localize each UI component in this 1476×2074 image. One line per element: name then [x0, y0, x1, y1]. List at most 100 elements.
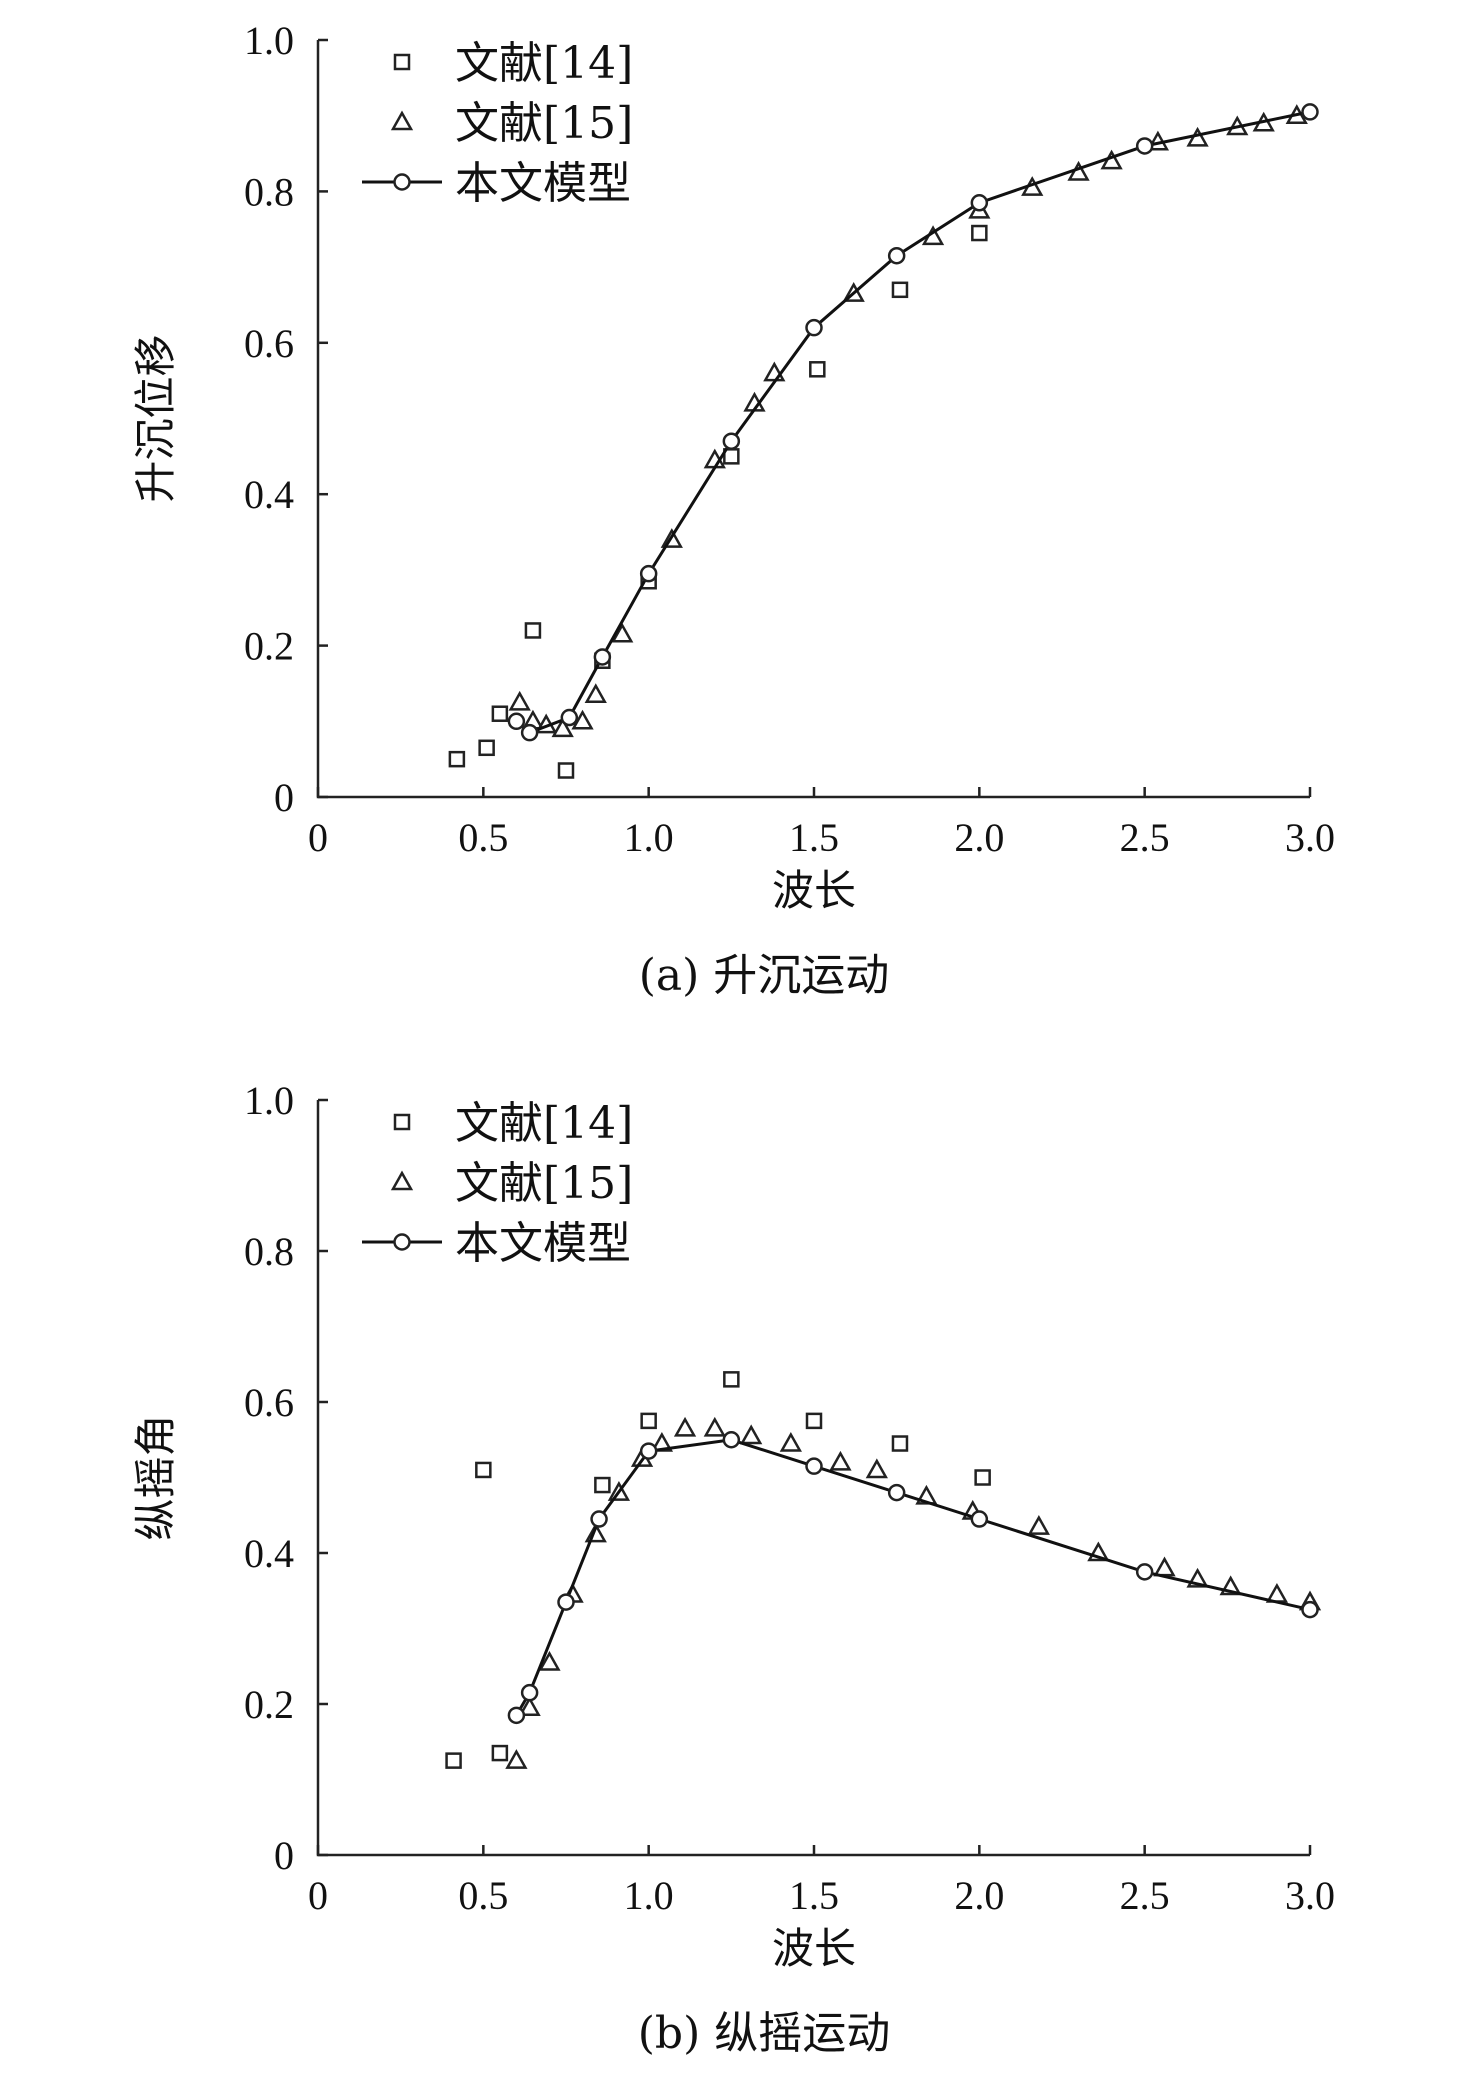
x-tick-label: 1.0	[624, 1873, 674, 1918]
data-point-square	[524, 622, 542, 639]
data-point-circle	[557, 1593, 575, 1611]
data-point-circle	[970, 194, 989, 212]
data-point-triangle	[865, 1458, 888, 1479]
legend-marker-triangle	[390, 1170, 414, 1191]
x-tick-label: 1.0	[624, 815, 674, 860]
legend-marker-triangle	[390, 110, 414, 131]
data-point-square	[557, 762, 575, 779]
data-point-circle	[639, 1442, 658, 1460]
data-point-triangle	[829, 1450, 852, 1471]
data-point-circle	[1135, 1563, 1154, 1581]
x-tick-label: 0	[308, 815, 328, 860]
y-tick-label: 0.2	[244, 624, 294, 669]
data-point-square	[445, 1752, 462, 1769]
axes-frame	[316, 1100, 1310, 1857]
data-point-circle	[1301, 103, 1319, 121]
data-point-circle	[639, 564, 658, 583]
data-point-circle	[507, 712, 526, 731]
data-point-square	[475, 1461, 492, 1479]
x-tick-label: 2.5	[1120, 815, 1170, 860]
y-tick-label: 0	[274, 775, 294, 820]
legend-marker-circle	[393, 1233, 411, 1251]
data-point-triangle	[703, 1416, 726, 1437]
data-point-circle	[520, 723, 539, 742]
y-axis-title: 纵摇角	[131, 1414, 180, 1540]
x-axis-title: 波长	[772, 866, 856, 915]
x-tick-label: 2.0	[954, 1873, 1004, 1918]
legend: 文献[14] 文献[15] 本文模型	[362, 38, 633, 209]
model-line	[515, 110, 1311, 735]
panel-a-chart: 0 0.5 1.0 1.5 2.0 2.5 3.0 0 0.2 0.4 0.6 0.8 1.0 波长 升沉位…	[131, 18, 1335, 1001]
y-tick-label: 0.4	[244, 472, 294, 517]
data-point-triangle	[611, 622, 634, 643]
data-point-square	[478, 739, 495, 757]
data-point-circle	[805, 318, 823, 337]
data-point-triangle	[1153, 1556, 1176, 1577]
series-square	[445, 1371, 991, 1769]
data-point-circle	[507, 1706, 526, 1725]
x-tick-label: 2.5	[1120, 1873, 1170, 1918]
data-point-square	[805, 1412, 823, 1430]
y-tick-label: 1.0	[244, 1078, 294, 1123]
y-tick-label: 0.6	[244, 1380, 294, 1425]
legend-marker-square	[393, 53, 411, 71]
data-point-triangle	[779, 1431, 802, 1452]
x-axis-title: 波长	[772, 1924, 856, 1973]
x-tick-label: 3.0	[1285, 1873, 1335, 1918]
data-point-triangle	[538, 1650, 561, 1671]
data-point-circle	[887, 246, 906, 265]
data-point-circle	[970, 1510, 989, 1528]
data-point-circle	[1135, 137, 1154, 155]
data-point-circle	[593, 648, 612, 666]
y-tick-label: 0.8	[244, 1229, 294, 1274]
data-point-square	[594, 1476, 611, 1494]
legend-marker-circle	[393, 173, 411, 191]
legend: 文献[14] 文献[15] 本文模型	[362, 1098, 633, 1269]
data-point-circle	[560, 708, 579, 727]
data-point-circle	[1301, 1600, 1319, 1619]
data-point-square	[971, 224, 988, 242]
panel-b-chart: 0 0.5 1.0 1.5 2.0 2.5 3.0 0 0.2 0.4 0.6 0.8 1.0 波长 纵摇角…	[131, 1078, 1335, 2059]
data-point-circle	[590, 1510, 608, 1528]
series-circle	[507, 1431, 1319, 1725]
data-point-circle	[887, 1483, 906, 1502]
x-tick-label: 0.5	[458, 815, 508, 860]
data-point-circle	[722, 1431, 741, 1449]
x-tick-label: 3.0	[1285, 815, 1335, 860]
data-point-triangle	[1027, 1515, 1050, 1535]
data-point-square	[809, 361, 826, 378]
data-point-square	[723, 1371, 740, 1388]
y-tick-label: 0.8	[244, 169, 294, 214]
legend-label: 文献[14]	[455, 38, 633, 89]
data-point-square	[491, 705, 509, 722]
data-point-triangle	[740, 1424, 763, 1445]
model-line	[515, 1438, 1311, 1717]
data-point-triangle	[505, 1749, 528, 1769]
panel-caption: (a) 升沉运动	[639, 950, 890, 1001]
x-tick-label: 1.5	[789, 1873, 839, 1918]
data-point-triangle	[584, 683, 607, 704]
legend-label: 本文模型	[455, 1218, 631, 1269]
y-tick-label: 0.2	[244, 1682, 294, 1727]
y-axis-title: 升沉位移	[131, 334, 180, 502]
legend-label: 文献[15]	[455, 98, 633, 149]
data-point-square	[891, 1435, 909, 1452]
x-tick-label: 2.0	[954, 815, 1004, 860]
x-tick-label: 1.5	[789, 815, 839, 860]
legend-label: 文献[14]	[455, 1098, 633, 1149]
x-tick-label: 0.5	[458, 1873, 508, 1918]
series-square	[448, 224, 988, 779]
y-tick-label: 0.4	[244, 1531, 294, 1576]
data-point-triangle	[673, 1416, 697, 1437]
legend-marker-square	[393, 1113, 411, 1131]
data-point-triangle	[508, 690, 531, 711]
data-point-triangle	[571, 709, 594, 730]
data-point-triangle	[518, 1696, 541, 1717]
legend-label: 文献[15]	[455, 1158, 633, 1209]
y-tick-label: 0	[274, 1833, 294, 1878]
data-point-circle	[722, 432, 741, 450]
x-tick-label: 0	[308, 1873, 328, 1918]
y-tick-label: 1.0	[244, 18, 294, 63]
legend-label: 本文模型	[455, 158, 631, 209]
